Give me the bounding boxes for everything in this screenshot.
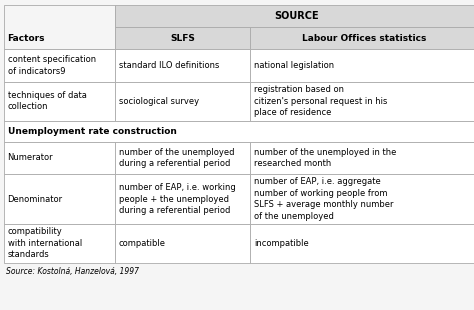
Bar: [115, 5, 474, 27]
Text: Unemployment rate construction: Unemployment rate construction: [8, 126, 176, 136]
Text: national legislation: national legislation: [254, 61, 334, 70]
Text: Denominator: Denominator: [8, 194, 63, 204]
Bar: [250, 174, 474, 224]
Text: Factors: Factors: [8, 33, 45, 43]
Text: number of EAP, i.e. aggregate
number of working people from
SLFS + average month: number of EAP, i.e. aggregate number of …: [254, 177, 393, 221]
Bar: [4, 174, 115, 224]
Bar: [115, 224, 250, 263]
Bar: [250, 27, 474, 49]
Text: compatibility
with international
standards: compatibility with international standar…: [8, 227, 82, 259]
Bar: [250, 142, 474, 174]
Text: standard ILO definitions: standard ILO definitions: [119, 61, 219, 70]
Bar: [115, 82, 250, 121]
Text: registration based on
citizen's personal request in his
place of residence: registration based on citizen's personal…: [254, 85, 387, 117]
Text: number of the unemployed in the
researched month: number of the unemployed in the research…: [254, 148, 396, 168]
Bar: [4, 142, 115, 174]
Text: SLFS: SLFS: [170, 33, 195, 43]
Text: compatible: compatible: [119, 239, 166, 248]
Bar: [115, 49, 250, 82]
Bar: [4, 224, 115, 263]
Text: incompatible: incompatible: [254, 239, 309, 248]
Bar: [250, 224, 474, 263]
Bar: [4, 5, 115, 49]
Text: Source: Kostolná, Hanzelová, 1997: Source: Kostolná, Hanzelová, 1997: [6, 267, 139, 276]
Bar: [115, 27, 250, 49]
Bar: [250, 82, 474, 121]
Text: techniques of data
collection: techniques of data collection: [8, 91, 86, 111]
Bar: [4, 121, 474, 142]
Text: sociological survey: sociological survey: [119, 97, 199, 106]
Text: Labour Offices statistics: Labour Offices statistics: [302, 33, 426, 43]
Bar: [115, 174, 250, 224]
Bar: [4, 82, 115, 121]
Bar: [115, 142, 250, 174]
Bar: [4, 49, 115, 82]
Text: SOURCE: SOURCE: [274, 11, 319, 21]
Text: Numerator: Numerator: [8, 153, 53, 162]
Text: content specification
of indicators9: content specification of indicators9: [8, 55, 96, 76]
Text: number of the unemployed
during a referential period: number of the unemployed during a refere…: [119, 148, 235, 168]
Text: number of EAP, i.e. working
people + the unemployed
during a referential period: number of EAP, i.e. working people + the…: [119, 183, 236, 215]
Bar: [250, 49, 474, 82]
